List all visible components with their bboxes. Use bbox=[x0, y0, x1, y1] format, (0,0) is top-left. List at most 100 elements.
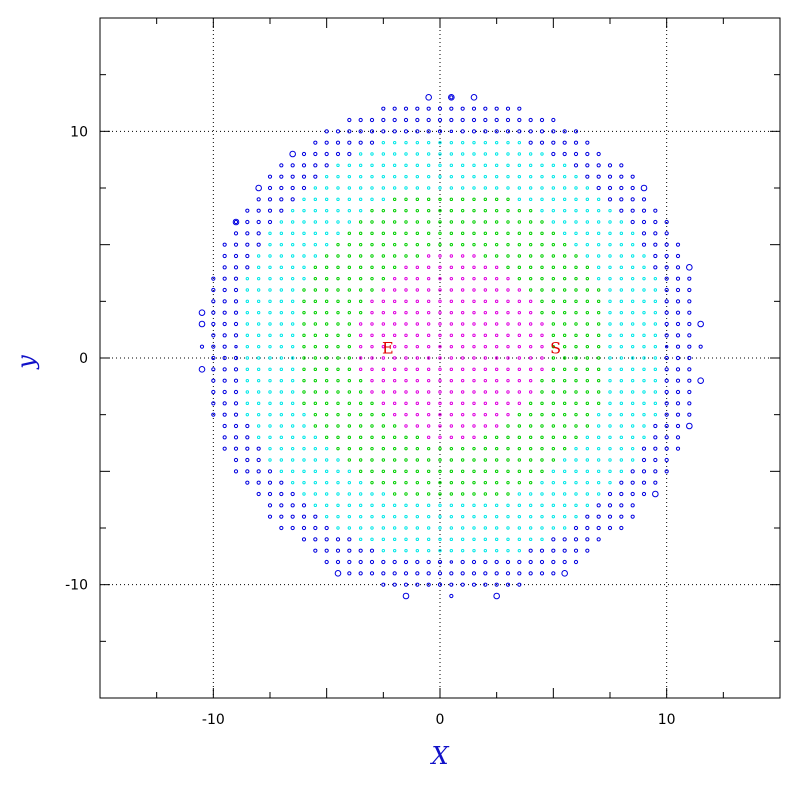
data-point bbox=[517, 197, 522, 202]
data-point bbox=[381, 582, 386, 587]
data-point bbox=[449, 344, 454, 349]
data-point bbox=[528, 559, 533, 565]
data-point bbox=[199, 344, 205, 349]
data-point bbox=[347, 367, 352, 372]
data-point bbox=[585, 401, 590, 406]
data-point bbox=[426, 356, 431, 360]
data-point bbox=[267, 208, 273, 213]
data-point bbox=[540, 435, 544, 440]
data-point bbox=[256, 367, 261, 372]
data-point bbox=[596, 378, 601, 383]
x-tick-label: -10 bbox=[202, 712, 225, 728]
data-point bbox=[574, 288, 578, 292]
data-point bbox=[233, 253, 239, 259]
data-point bbox=[381, 480, 386, 485]
data-point bbox=[630, 299, 635, 304]
data-point bbox=[279, 503, 284, 508]
data-point bbox=[324, 435, 329, 440]
data-point bbox=[336, 469, 340, 474]
data-point bbox=[392, 299, 397, 304]
data-point bbox=[245, 412, 250, 417]
data-point bbox=[664, 253, 669, 259]
data-point bbox=[664, 310, 669, 315]
data-point bbox=[245, 322, 250, 326]
data-point bbox=[381, 559, 386, 565]
data-point bbox=[415, 276, 420, 281]
data-point bbox=[381, 526, 386, 530]
data-point bbox=[370, 333, 374, 338]
data-point bbox=[279, 333, 284, 338]
data-point bbox=[675, 310, 681, 315]
data-point bbox=[551, 186, 556, 190]
data-point bbox=[324, 548, 329, 553]
data-point bbox=[608, 469, 612, 474]
data-point bbox=[404, 174, 408, 179]
data-point bbox=[506, 401, 510, 406]
data-point bbox=[211, 344, 216, 349]
data-point bbox=[642, 435, 646, 440]
data-point bbox=[313, 548, 318, 553]
data-point bbox=[664, 378, 669, 383]
data-point bbox=[483, 582, 488, 587]
data-point bbox=[245, 310, 250, 315]
data-point bbox=[233, 446, 239, 451]
data-point bbox=[608, 299, 612, 304]
data-point bbox=[222, 253, 227, 259]
data-point bbox=[438, 299, 442, 304]
data-point bbox=[233, 310, 239, 315]
data-point bbox=[279, 344, 284, 349]
data-point bbox=[415, 492, 420, 496]
data-point bbox=[574, 197, 578, 202]
data-point bbox=[460, 117, 465, 123]
data-point bbox=[324, 480, 329, 485]
data-point bbox=[313, 469, 318, 474]
data-point bbox=[222, 412, 227, 417]
data-point bbox=[290, 185, 295, 191]
data-point bbox=[687, 287, 692, 293]
data-point bbox=[370, 288, 374, 292]
data-point bbox=[449, 480, 454, 485]
data-point bbox=[551, 390, 556, 394]
data-point bbox=[313, 231, 318, 236]
data-point bbox=[324, 537, 329, 542]
data-point bbox=[381, 288, 386, 292]
data-point bbox=[313, 412, 318, 417]
data-point bbox=[540, 265, 544, 270]
data-point bbox=[483, 197, 488, 202]
data-point bbox=[483, 492, 488, 496]
data-point bbox=[256, 197, 261, 202]
data-point bbox=[642, 333, 646, 338]
data-point bbox=[279, 480, 284, 485]
data-point bbox=[460, 322, 465, 326]
data-point bbox=[574, 231, 578, 236]
data-point bbox=[438, 140, 442, 145]
data-point bbox=[596, 424, 601, 428]
data-point bbox=[415, 548, 420, 553]
data-point bbox=[233, 469, 239, 474]
data-point bbox=[472, 390, 476, 394]
data-point bbox=[619, 310, 624, 315]
data-point bbox=[415, 537, 420, 542]
data-point bbox=[245, 469, 250, 474]
data-point bbox=[302, 231, 306, 236]
data-point bbox=[336, 208, 340, 213]
data-point bbox=[302, 254, 306, 258]
data-point bbox=[642, 322, 646, 326]
data-point bbox=[494, 446, 499, 451]
data-point bbox=[415, 322, 420, 326]
data-point bbox=[471, 129, 477, 134]
data-point bbox=[222, 310, 227, 315]
data-point bbox=[324, 140, 329, 145]
data-point bbox=[472, 412, 476, 417]
data-point bbox=[642, 288, 646, 292]
data-point bbox=[347, 174, 352, 179]
data-point bbox=[324, 446, 329, 451]
data-point bbox=[642, 254, 646, 258]
data-point bbox=[585, 163, 590, 168]
data-point bbox=[630, 197, 635, 202]
data-point bbox=[392, 548, 397, 553]
data-point bbox=[381, 129, 386, 134]
data-point bbox=[438, 367, 442, 372]
data-point bbox=[426, 503, 431, 508]
data-point bbox=[460, 174, 465, 179]
